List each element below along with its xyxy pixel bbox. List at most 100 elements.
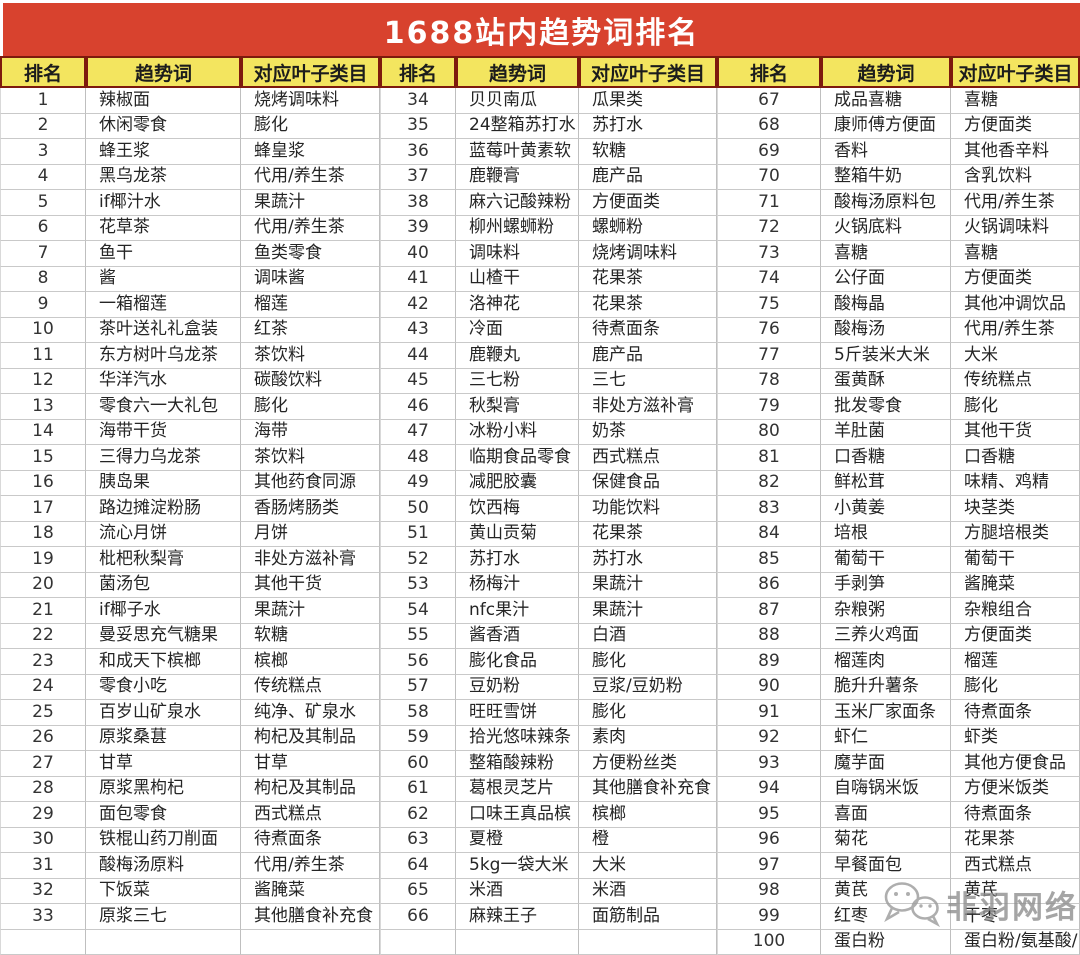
category-cell: 保健食品 [579, 470, 717, 496]
word-cell: 手剥笋 [821, 572, 951, 598]
word-cell: 羊肚菌 [821, 419, 951, 445]
category-cell: 代用/养生茶 [241, 215, 380, 241]
category-cell: 面筋制品 [579, 904, 717, 930]
word-cell: 早餐面包 [821, 853, 951, 879]
word-cell: 培根 [821, 521, 951, 547]
rank-cell: 92 [717, 725, 821, 751]
word-cell: 华洋汽水 [86, 368, 241, 394]
category-cell: 甘草 [241, 751, 380, 777]
category-cell: 酱腌菜 [241, 878, 380, 904]
category-cell: 蜂皇浆 [241, 139, 380, 165]
word-cell: 黑乌龙茶 [86, 164, 241, 190]
rank-cell: 30 [0, 827, 86, 853]
rank-cell [380, 929, 456, 955]
word-cell: 5kg一袋大米 [456, 853, 579, 879]
rank-cell: 22 [0, 623, 86, 649]
category-cell: 烧烤调味料 [579, 241, 717, 267]
rank-cell: 68 [717, 113, 821, 139]
rank-cell: 32 [0, 878, 86, 904]
category-cell: 膨化 [951, 394, 1080, 420]
category-cell: 蛋白粉/氨基酸/ [951, 929, 1080, 955]
title-banner: 1688站内趋势词排名 [3, 3, 1080, 56]
rank-cell: 87 [717, 598, 821, 624]
rank-cell: 72 [717, 215, 821, 241]
rank-cell: 74 [717, 266, 821, 292]
word-cell: 茶叶送礼礼盒装 [86, 317, 241, 343]
category-cell: 味精、鸡精 [951, 470, 1080, 496]
rank-cell: 25 [0, 700, 86, 726]
category-cell: 槟榔 [241, 649, 380, 675]
category-cell: 花果茶 [579, 521, 717, 547]
category-cell: 方便面类 [579, 190, 717, 216]
word-cell: 三得力乌龙茶 [86, 445, 241, 471]
word-cell: 脆升升薯条 [821, 674, 951, 700]
word-cell: 鱼干 [86, 241, 241, 267]
category-cell: 花果茶 [951, 827, 1080, 853]
category-cell: 喜糖 [951, 88, 1080, 114]
rank-cell: 90 [717, 674, 821, 700]
rank-cell: 19 [0, 547, 86, 573]
category-cell: 烧烤调味料 [241, 88, 380, 114]
rank-cell: 26 [0, 725, 86, 751]
rank-cell: 57 [380, 674, 456, 700]
word-cell: 魔芋面 [821, 751, 951, 777]
word-cell: 康师傅方便面 [821, 113, 951, 139]
rank-cell: 64 [380, 853, 456, 879]
word-cell: 零食小吃 [86, 674, 241, 700]
word-cell: 虾仁 [821, 725, 951, 751]
rank-cell: 70 [717, 164, 821, 190]
rank-cell: 23 [0, 649, 86, 675]
word-cell: 流心月饼 [86, 521, 241, 547]
word-cell: 杨梅汁 [456, 572, 579, 598]
header-rank-group2: 排名 [380, 56, 456, 88]
rank-cell: 15 [0, 445, 86, 471]
word-cell: 麻辣王子 [456, 904, 579, 930]
rank-cell: 97 [717, 853, 821, 879]
category-cell: 瓜果类 [579, 88, 717, 114]
word-cell: 玉米厂家面条 [821, 700, 951, 726]
word-cell: 原浆桑葚 [86, 725, 241, 751]
word-cell: 冷面 [456, 317, 579, 343]
rank-cell: 45 [380, 368, 456, 394]
rank-cell: 39 [380, 215, 456, 241]
rank-cell: 95 [717, 802, 821, 828]
category-cell: 非处方滋补膏 [241, 547, 380, 573]
word-cell: if椰汁水 [86, 190, 241, 216]
rank-cell: 98 [717, 878, 821, 904]
word-cell: 口香糖 [821, 445, 951, 471]
word-cell: 山楂干 [456, 266, 579, 292]
rank-cell: 96 [717, 827, 821, 853]
header-rank-group1: 排名 [0, 56, 86, 88]
word-cell: 喜糖 [821, 241, 951, 267]
word-cell: 鹿鞭膏 [456, 164, 579, 190]
word-cell: 蜂王浆 [86, 139, 241, 165]
category-cell: 方便米饭类 [951, 776, 1080, 802]
category-cell: 西式糕点 [951, 853, 1080, 879]
category-cell: 米酒 [579, 878, 717, 904]
word-cell: 黄山贡菊 [456, 521, 579, 547]
category-cell: 虾类 [951, 725, 1080, 751]
category-cell: 鱼类零食 [241, 241, 380, 267]
word-cell: 鹿鞭丸 [456, 343, 579, 369]
word-cell: 酱 [86, 266, 241, 292]
category-cell: 方腿培根类 [951, 521, 1080, 547]
word-cell: nfc果汁 [456, 598, 579, 624]
rank-cell: 20 [0, 572, 86, 598]
rank-cell: 1 [0, 88, 86, 114]
category-cell: 其他药食同源 [241, 470, 380, 496]
rank-cell [0, 929, 86, 955]
rank-cell: 94 [717, 776, 821, 802]
rank-cell: 5 [0, 190, 86, 216]
rank-cell: 46 [380, 394, 456, 420]
word-cell: 一箱榴莲 [86, 292, 241, 318]
category-cell: 口香糖 [951, 445, 1080, 471]
category-cell: 西式糕点 [579, 445, 717, 471]
rank-cell: 7 [0, 241, 86, 267]
category-cell: 方便面类 [951, 623, 1080, 649]
word-cell: 夏橙 [456, 827, 579, 853]
category-cell: 方便面类 [951, 266, 1080, 292]
category-cell: 大米 [579, 853, 717, 879]
rank-cell: 35 [380, 113, 456, 139]
category-cell: 干枣 [951, 904, 1080, 930]
category-cell [579, 929, 717, 955]
